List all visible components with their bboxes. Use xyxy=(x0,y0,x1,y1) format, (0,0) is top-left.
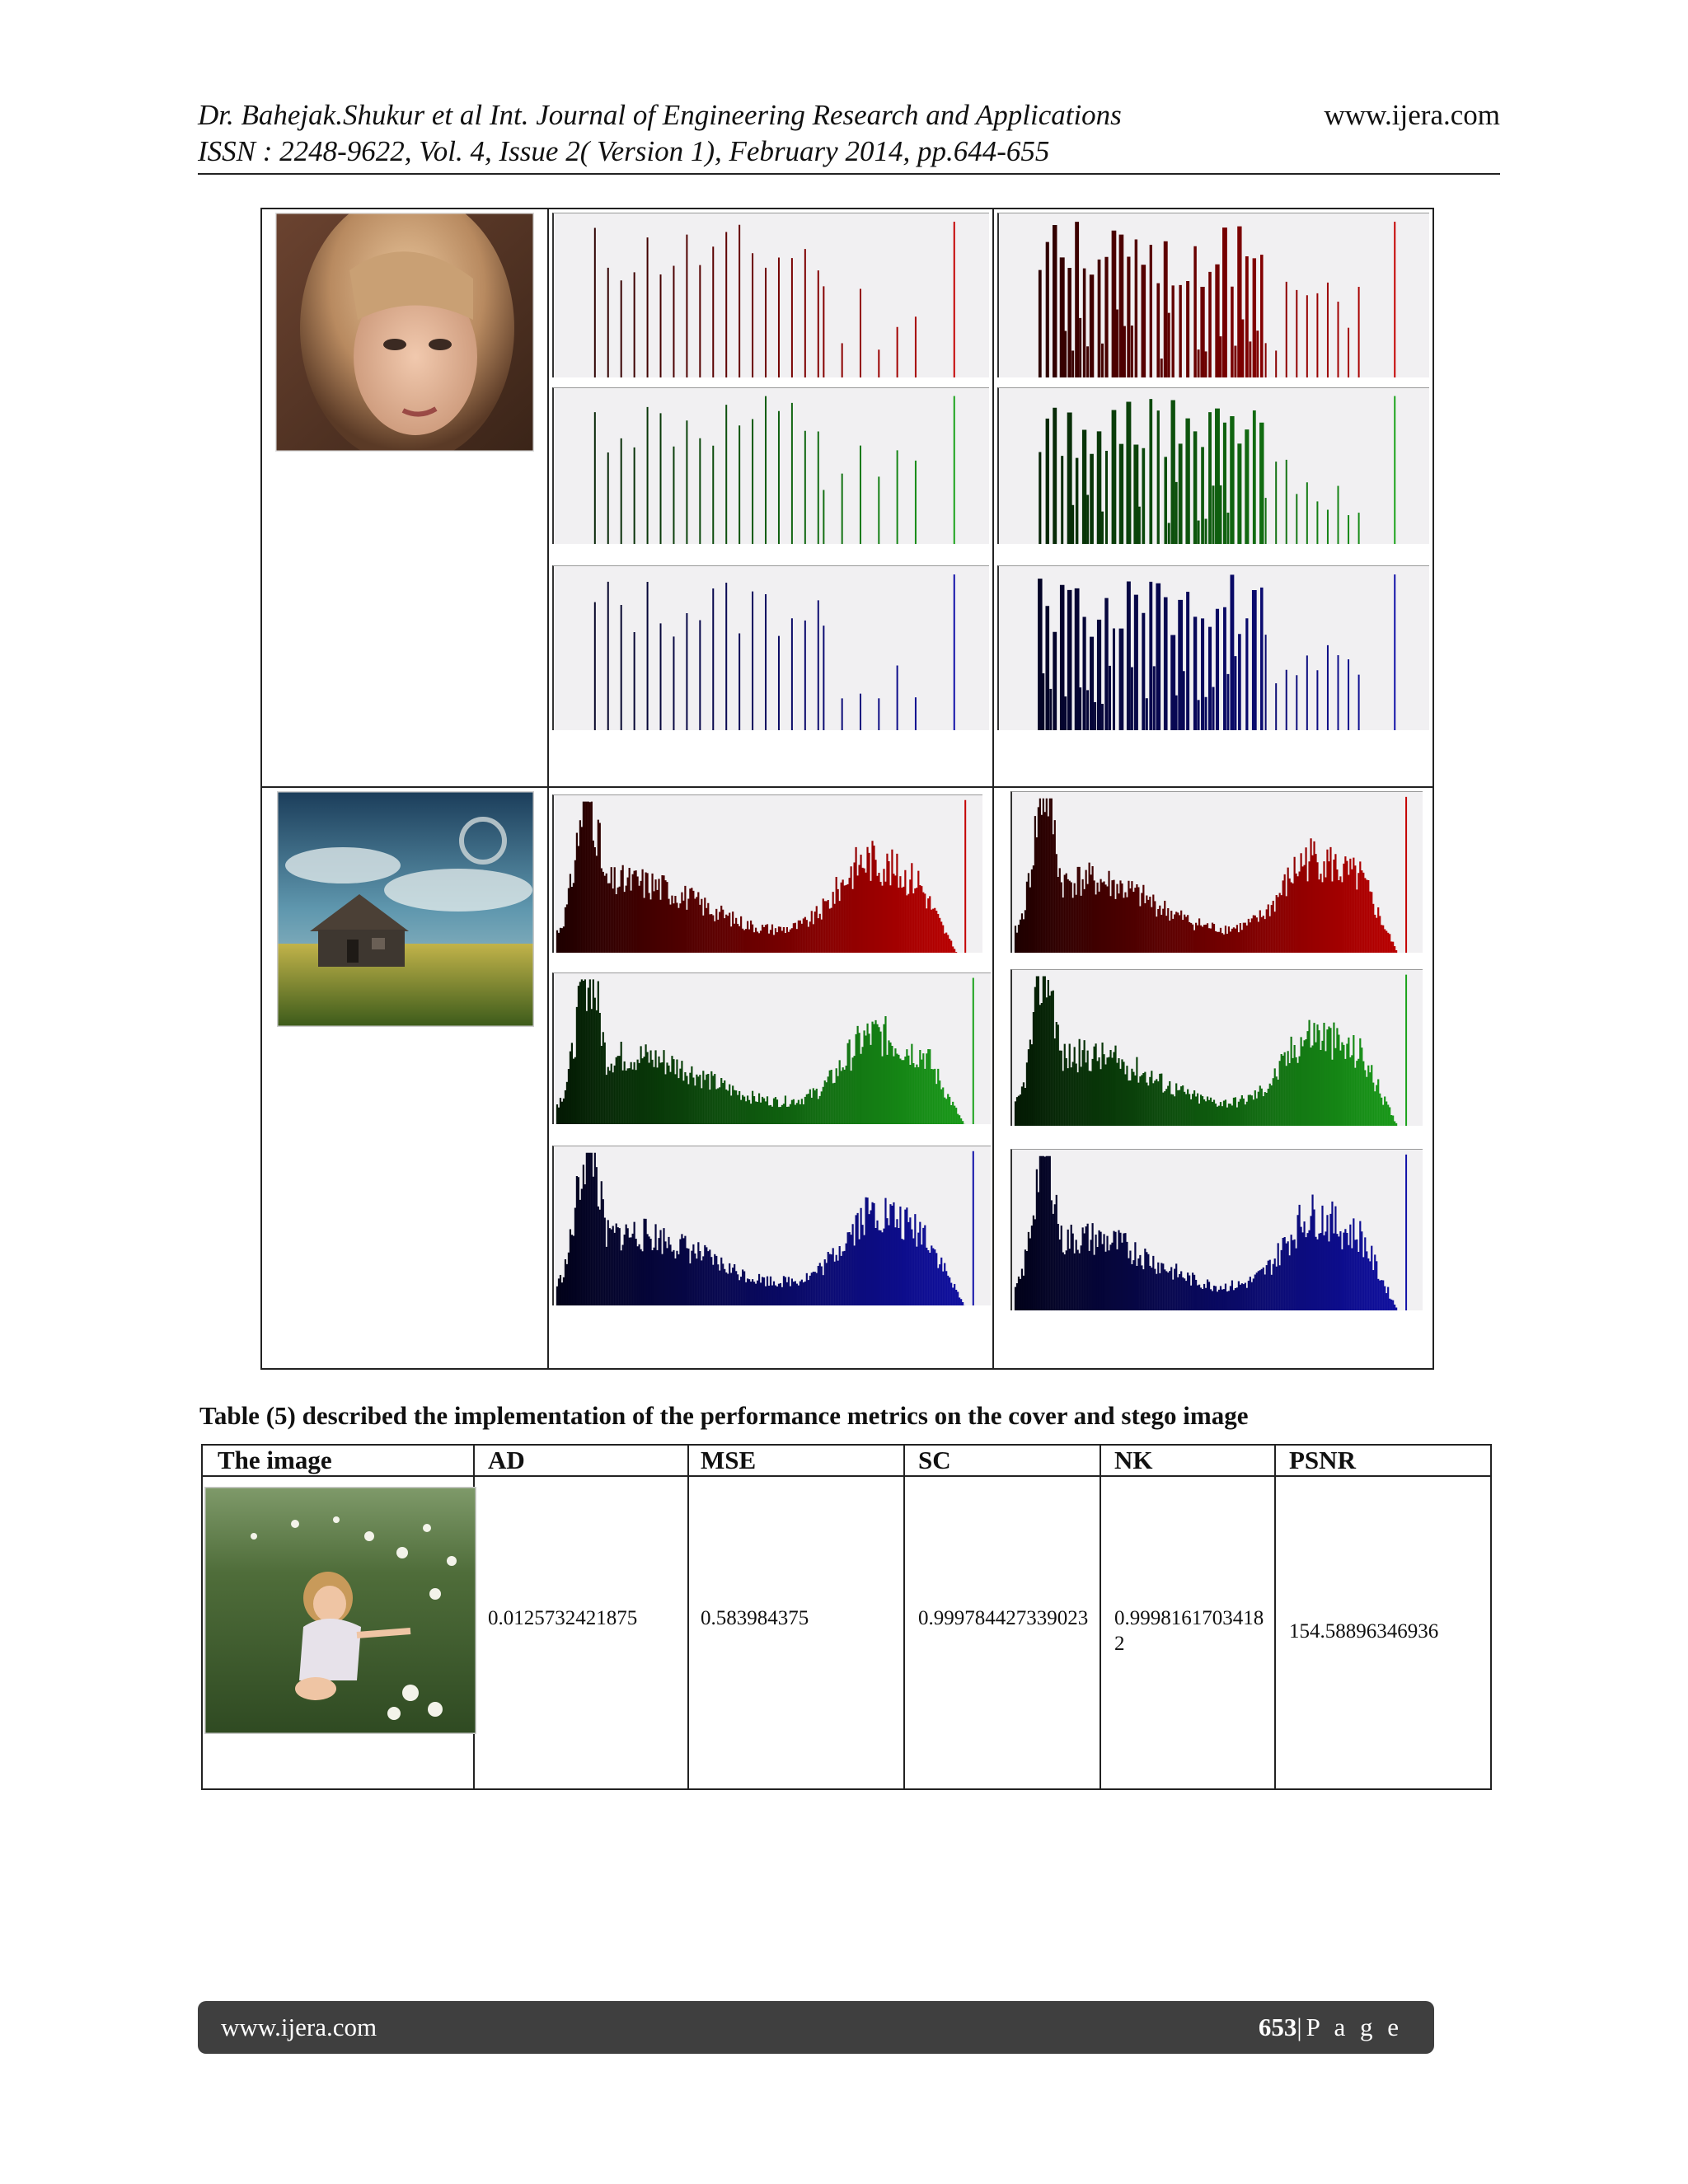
histogram-green-cover-2 xyxy=(552,972,991,1124)
header-site-link[interactable]: www.ijera.com xyxy=(1325,97,1501,134)
figure-divider xyxy=(262,786,1432,788)
header-the-image: The image xyxy=(218,1446,332,1475)
histogram-figure xyxy=(260,208,1434,1370)
histogram-red-cover-2 xyxy=(552,794,982,953)
header-sc: SC xyxy=(918,1446,951,1475)
portrait-image xyxy=(275,213,534,452)
girl-in-field-image xyxy=(204,1487,476,1734)
cell-nk: 0.99981617034182 xyxy=(1114,1605,1266,1657)
cell-mse: 0.583984375 xyxy=(701,1605,895,1631)
header-nk: NK xyxy=(1114,1446,1153,1475)
cell-sc: 0.999784427339023 xyxy=(918,1605,1091,1631)
cell-ad: 0.0125732421875 xyxy=(488,1605,682,1631)
header-authors-journal: Dr. Bahejak.Shukur et al Int. Journal of… xyxy=(198,97,1500,134)
page-number-value: 653 xyxy=(1259,2013,1297,2041)
histogram-blue-cover-1 xyxy=(552,565,989,730)
cell-psnr: 154.58896346936 xyxy=(1289,1619,1487,1644)
running-header: Dr. Bahejak.Shukur et al Int. Journal of… xyxy=(198,97,1500,170)
figure-divider xyxy=(992,209,994,1368)
header-rule xyxy=(198,173,1500,175)
header-issn: ISSN : 2248-9622, Vol. 4, Issue 2( Versi… xyxy=(198,134,1500,170)
histogram-blue-cover-2 xyxy=(552,1146,991,1305)
figure-divider xyxy=(547,209,549,1368)
header-ad: AD xyxy=(488,1446,525,1475)
header-mse: MSE xyxy=(701,1446,756,1475)
metrics-table: The image AD MSE SC NK PSNR xyxy=(201,1444,1492,1790)
histogram-red-cover-1 xyxy=(552,213,989,377)
histogram-red-stego-1 xyxy=(997,213,1429,377)
histogram-green-stego-1 xyxy=(997,387,1429,544)
house-landscape-image xyxy=(277,791,534,1027)
page-number: 653|P a g e xyxy=(1259,2013,1403,2042)
histogram-green-cover-1 xyxy=(552,387,989,544)
footer-site-link[interactable]: www.ijera.com xyxy=(221,2013,377,2042)
histogram-green-stego-2 xyxy=(1010,969,1423,1126)
table-caption: Table (5) described the implementation o… xyxy=(199,1401,1249,1431)
histogram-red-stego-2 xyxy=(1010,791,1423,953)
header-psnr: PSNR xyxy=(1289,1446,1356,1475)
histogram-blue-stego-2 xyxy=(1010,1149,1423,1310)
page-footer: www.ijera.com 653|P a g e xyxy=(198,2001,1434,2054)
histogram-blue-stego-1 xyxy=(997,565,1429,730)
page-label: |P a g e xyxy=(1296,2013,1403,2041)
